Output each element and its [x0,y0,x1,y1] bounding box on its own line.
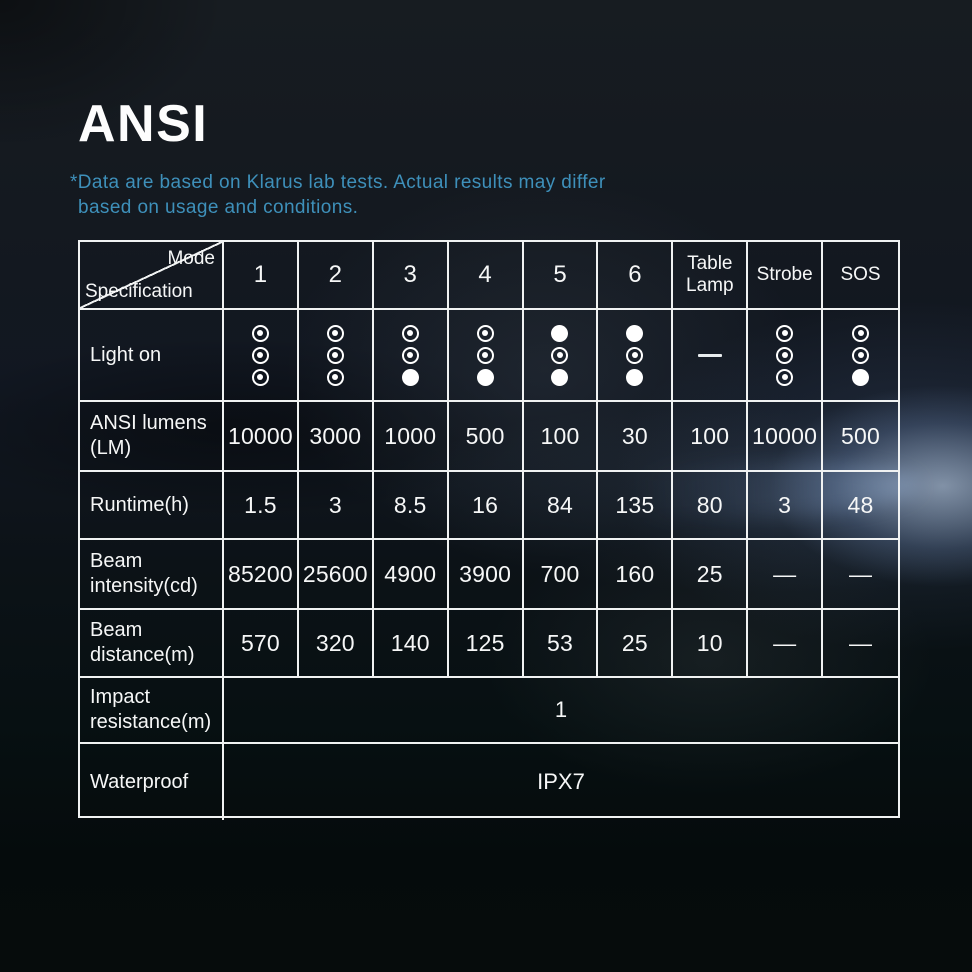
dot-icon [476,368,494,386]
dot-icon [626,368,644,386]
beam-distance-value: 320 [298,610,374,678]
ring-icon [251,324,269,342]
row-label-light-on: Light on [80,310,224,402]
ring-icon [852,346,870,364]
beam-intensity-value: 25600 [298,540,374,610]
ring-icon [776,368,794,386]
beam-intensity-value: 3900 [448,540,524,610]
light-on-cell-mode-3 [373,310,449,402]
ring-icon [326,346,344,364]
mode-header-5: 5 [523,242,599,310]
light-on-cell-mode-5 [523,310,599,402]
dot-icon [852,368,870,386]
mode-header-strobe: Strobe [748,242,824,310]
beam-intensity-value: — [748,540,824,610]
mode-header-6: 6 [598,242,674,310]
corner-cell: Mode Specification [80,242,224,310]
mode-header-sos: SOS [823,242,898,310]
mode-header-4: 4 [448,242,524,310]
mode-header-table-lamp: Table Lamp [673,242,749,310]
dot-icon [401,368,419,386]
beam-distance-value: 125 [448,610,524,678]
ring-icon [326,324,344,342]
ring-icon [401,324,419,342]
corner-specification-label: Specification [85,281,193,302]
dot-icon [551,368,569,386]
runtime-value: 3 [298,472,374,540]
ring-icon [852,324,870,342]
ring-icon [251,346,269,364]
page-title: ANSI [78,95,209,153]
disclaimer-line-1: *Data are based on Klarus lab tests. Act… [70,172,606,193]
lumens-value: 3000 [298,402,374,472]
row-label-beam-intensity: Beam intensity(cd) [80,540,224,610]
corner-mode-label: Mode [167,248,215,269]
beam-distance-value: 25 [598,610,674,678]
mode-header-3: 3 [373,242,449,310]
beam-distance-value: — [748,610,824,678]
beam-distance-value: 570 [224,610,299,678]
runtime-value: 16 [448,472,524,540]
lumens-value: 500 [823,402,898,472]
beam-distance-value: 10 [673,610,749,678]
ring-icon [476,346,494,364]
runtime-value: 1.5 [224,472,299,540]
lumens-value: 100 [523,402,599,472]
runtime-value: 80 [673,472,749,540]
beam-intensity-value: 85200 [224,540,299,610]
beam-intensity-value: 25 [673,540,749,610]
runtime-value: 135 [598,472,674,540]
impact-resistance-value: 1 [224,678,898,744]
dot-icon [626,324,644,342]
ansi-spec-table: Mode Specification 1 2 3 4 5 6 Table Lam… [78,240,900,820]
light-on-cell-mode-1 [224,310,299,402]
ring-icon [251,368,269,386]
row-label-beam-distance: Beam distance(m) [80,610,224,678]
ring-icon [776,324,794,342]
beam-intensity-value: 700 [523,540,599,610]
ring-icon [326,368,344,386]
light-on-cell-table-lamp [673,310,749,402]
disclaimer-text: *Data are based on Klarus lab tests. Act… [70,170,606,220]
light-on-cell-mode-6 [598,310,674,402]
row-label-impact-resistance: Impact resistance(m) [80,678,224,744]
waterproof-value: IPX7 [537,769,585,794]
runtime-value: 84 [523,472,599,540]
light-on-cell-mode-2 [298,310,374,402]
beam-intensity-value: 4900 [373,540,449,610]
light-on-cell-strobe [748,310,824,402]
dash-icon [697,353,722,357]
row-label-waterproof: Waterproof [80,744,224,820]
beam-intensity-value: — [823,540,898,610]
beam-distance-value: — [823,610,898,678]
ring-icon [776,346,794,364]
light-on-cell-sos [823,310,898,402]
ring-icon [476,324,494,342]
lumens-value: 10000 [748,402,824,472]
lumens-value: 1000 [373,402,449,472]
ring-icon [626,346,644,364]
dot-icon [551,324,569,342]
beam-distance-value: 140 [373,610,449,678]
ring-icon [551,346,569,364]
beam-distance-value: 53 [523,610,599,678]
lumens-value: 10000 [224,402,299,472]
runtime-value: 8.5 [373,472,449,540]
runtime-value: 3 [748,472,824,540]
row-label-lumens: ANSI lumens (LM) [80,402,224,472]
ring-icon [401,346,419,364]
lumens-value: 30 [598,402,674,472]
runtime-value: 48 [823,472,898,540]
row-label-runtime: Runtime(h) [80,472,224,540]
mode-header-1: 1 [224,242,299,310]
light-on-cell-mode-4 [448,310,524,402]
disclaimer-line-2: based on usage and conditions. [78,197,359,218]
mode-header-2: 2 [298,242,374,310]
lumens-value: 100 [673,402,749,472]
lumens-value: 500 [448,402,524,472]
beam-intensity-value: 160 [598,540,674,610]
